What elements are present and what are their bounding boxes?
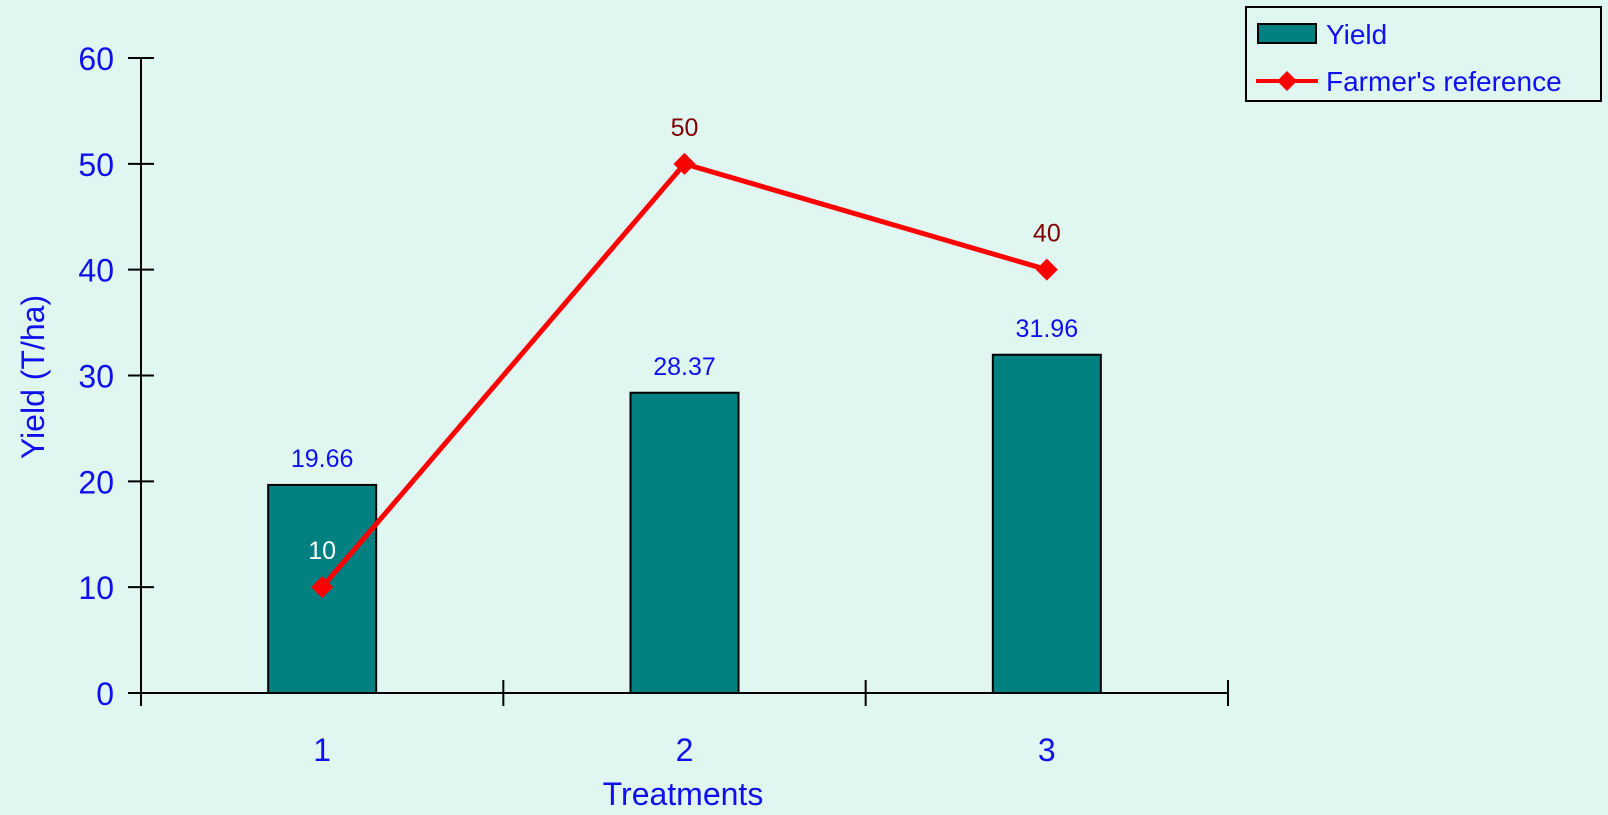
- x-tick-label-2: 3: [1038, 732, 1056, 768]
- bar-2: [991, 353, 1102, 694]
- y-axis-title: Yield (T/ha): [15, 295, 51, 459]
- line-series: [311, 152, 1058, 599]
- bar-label-0: 19.66: [291, 445, 354, 473]
- line-label-0: 10: [308, 537, 336, 565]
- bar-series: [267, 353, 1102, 694]
- y-tick-label-3: 30: [78, 359, 114, 395]
- x-axis-title: Treatments: [603, 776, 764, 812]
- legend-box: [1245, 6, 1602, 102]
- line-marker-1: [673, 152, 696, 175]
- bar-label-2: 31.96: [1016, 315, 1079, 343]
- line-marker-0: [311, 576, 334, 599]
- y-tick-label-0: 0: [96, 676, 114, 712]
- legend: Yield Farmer's reference: [1245, 6, 1602, 102]
- legend-swatch-marker: [1277, 71, 1297, 91]
- y-tick-label-2: 20: [78, 464, 114, 500]
- x-tick-label-1: 2: [676, 732, 694, 768]
- y-tick-label-6: 60: [78, 41, 114, 77]
- y-tick-label-1: 10: [78, 570, 114, 606]
- legend-swatch-yield: [1257, 23, 1317, 44]
- bar-1: [629, 391, 740, 694]
- legend-label-farmers-reference: Farmer's reference: [1326, 66, 1562, 97]
- y-tick-label-5: 50: [78, 147, 114, 183]
- legend-label-yield: Yield: [1326, 19, 1387, 50]
- line-marker-2: [1035, 258, 1058, 281]
- x-tick-label-0: 1: [313, 732, 331, 768]
- line-label-2: 40: [1033, 220, 1061, 248]
- data-labels: 19.66 28.37 31.96 10 50 40: [291, 114, 1078, 565]
- line-label-1: 50: [671, 114, 699, 142]
- bar-label-1: 28.37: [653, 353, 716, 381]
- y-tick-label-4: 40: [78, 253, 114, 289]
